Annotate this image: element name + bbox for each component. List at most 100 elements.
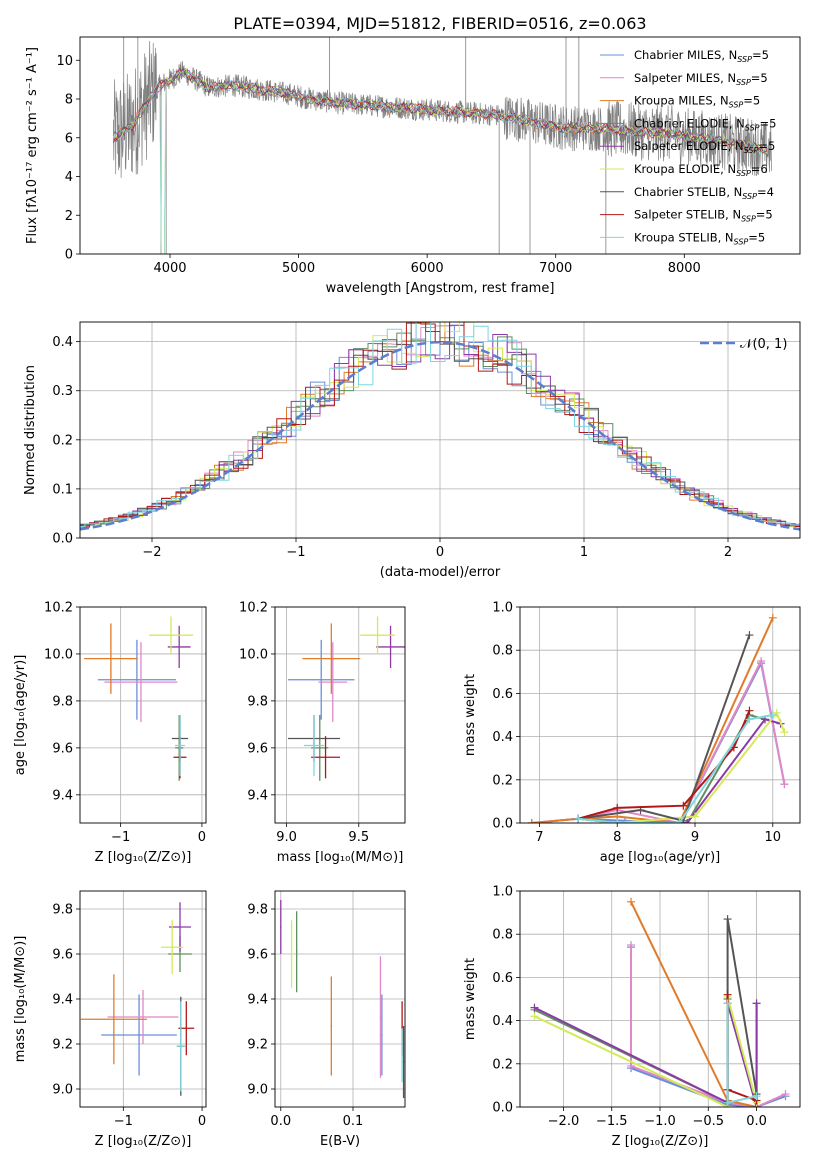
weight_vs_age-series-marker: [768, 613, 777, 622]
mass_vs_Z-errorbar-point: [107, 990, 179, 1044]
residuals-frame: [79, 321, 801, 539]
spectrum-model-line: [113, 67, 768, 156]
weight_vs_Z-ytick-label: 0.2: [492, 1057, 513, 1072]
legend-nssp-value: =5: [756, 208, 773, 222]
legend-model-name: Kroupa MILES, N: [634, 94, 729, 108]
mass_vs_Z-ytick-label: 9.4: [52, 993, 73, 1008]
spectrum-xlabel: wavelength [Angstrom, rest frame]: [326, 281, 555, 296]
legend-nssp-value: =6: [751, 162, 768, 176]
mass_vs_ebv-errorbar-point: [295, 911, 298, 993]
spectrum-ytick-label: 0: [65, 248, 73, 263]
weight_vs_age-series-marker: [675, 819, 684, 823]
mass_vs_Z-frame: [79, 890, 207, 1108]
spectrum-ytick-label: 4: [65, 170, 73, 185]
weight_vs_Z-series-marker: [530, 1003, 539, 1012]
weight_vs_age-ytick-label: 0.2: [492, 773, 513, 788]
weight_vs_age-ytick-label: 1.0: [492, 601, 513, 616]
age_vs_mass-xlabel: mass [log₁₀(M/M⊙)]: [277, 850, 404, 865]
mass_vs_ebv-plot-area: [280, 900, 405, 1098]
weight_vs_age-xlabel: age [log₁₀(age/yr)]: [600, 850, 721, 865]
weight_vs_age-series-marker: [745, 706, 754, 715]
age_vs_Z-ytick-label: 9.8: [52, 694, 73, 709]
spectrum-xtick-label: 8000: [668, 261, 701, 276]
mass_vs_Z-errorbar-point: [176, 1001, 185, 1092]
spectrum-legend: Chabrier MILES, NSSP=5 Salpeter MILES, NS…: [600, 48, 776, 246]
mass_vs_ebv-errorbar-point: [290, 920, 293, 988]
mass_vs_Z-xtick-label: −1: [114, 1114, 133, 1129]
legend-nssp-value: =5: [760, 116, 777, 130]
mass_vs_Z-panel: −1 0 9.0 9.2 9.4 9.6 9.8 Z [log₁₀(Z/Z⊙)] mass [l…: [13, 890, 207, 1149]
age_vs_mass-plot-area: [288, 616, 405, 781]
weight_vs_Z-xtick-label: −1.5: [596, 1114, 628, 1129]
spectrum-frame: [79, 36, 801, 255]
mass_vs_ebv-errorbar-point: [280, 900, 282, 954]
mass_vs_ebv-errorbar-point: [381, 994, 383, 1076]
weight_vs_age-series-line: [578, 634, 751, 822]
mass_vs_Z-errorbar-point: [161, 920, 184, 975]
weight_vs_Z-plot-area: [530, 897, 790, 1107]
weight_vs_Z-series-marker: [752, 999, 761, 1008]
spectrum-ylabel: Flux [fλ10⁻¹⁷ erg cm⁻² s⁻¹ A⁻¹]: [25, 47, 40, 244]
age_vs_mass-ytick-label: 9.6: [247, 741, 268, 756]
weight_vs_age-series-marker: [613, 819, 622, 823]
residuals-ytick-label: 0.2: [52, 433, 73, 448]
weight_vs_age-panel: 7 8 9 10 0.0 0.2 0.4 0.6 0.8 1.0 age [log₁₀(age/yr…: [463, 601, 801, 865]
legend-entry-label: Salpeter MILES, NSSP=5: [634, 71, 768, 87]
spectrum-ytick-label: 6: [65, 131, 73, 146]
legend-entry-label: Chabrier MILES, NSSP=5: [634, 48, 769, 64]
legend-model-name: Chabrier ELODIE, N: [634, 116, 745, 130]
age_vs_mass-errorbar-point: [311, 736, 340, 779]
age_vs_Z-ytick-label: 10.0: [44, 647, 73, 662]
residuals-ytick-label: 0.3: [52, 384, 73, 399]
legend-model-name: Kroupa ELODIE, N: [634, 162, 736, 176]
residual-histogram-step: [80, 322, 800, 527]
residuals-panel: −2 −1 0 1 2 0.0 0.1 0.2 0.3 0.4 (data-model)/error…: [23, 321, 801, 580]
age_vs_mass-ytick-label: 9.8: [247, 694, 268, 709]
weight_vs_age-xtick-label: 8: [613, 830, 621, 845]
weight_vs_Z-ytick-label: 0.4: [492, 1014, 513, 1029]
weight_vs_Z-series-marker: [723, 915, 732, 924]
legend-nssp-value: =5: [758, 139, 775, 153]
residuals-ytick-label: 0.4: [52, 335, 73, 350]
figure-title: PLATE=0394, MJD=51812, FIBERID=0516, z=0…: [233, 14, 646, 33]
age_vs_mass-ytick-label: 10.2: [239, 601, 268, 616]
spectrum-ytick-label: 8: [65, 93, 73, 108]
weight_vs_Z-xlabel: Z [log₁₀(Z/Z⊙)]: [612, 1134, 709, 1149]
weight_vs_Z-xtick-label: −0.5: [692, 1114, 724, 1129]
weight_vs_age-xtick-label: 10: [765, 830, 782, 845]
legend-model-name: Salpeter ELODIE, N: [634, 139, 744, 153]
weight_vs_Z-xtick-label: 0.0: [746, 1114, 767, 1129]
mass_vs_ebv-ytick-label: 9.0: [247, 1083, 268, 1098]
mass_vs_Z-errorbar-point: [80, 974, 147, 1065]
age_vs_mass-ytick-label: 9.4: [247, 788, 268, 803]
normal-legend-label: 𝒩(0, 1): [740, 337, 787, 352]
mass_vs_ebv-xlabel: E(B-V): [320, 1134, 360, 1149]
age_vs_mass-panel: 9.0 9.5 9.4 9.6 9.8 10.0 10.2 mass [log₁₀(M/M⊙)…: [239, 601, 406, 865]
legend-entry-label: Chabrier ELODIE, NSSP=5: [634, 116, 776, 132]
mass_vs_Z-xtick-label: 0: [198, 1114, 206, 1129]
residuals-ytick-label: 0.0: [52, 532, 73, 547]
legend-entry-label: Kroupa MILES, NSSP=5: [634, 94, 760, 110]
age_vs_Z-errorbar-point: [97, 639, 176, 720]
spectrum-model-line: [113, 69, 768, 254]
age_vs_Z-ytick-label: 9.4: [52, 788, 73, 803]
legend-nssp-value: =5: [751, 71, 768, 85]
mass_vs_ebv-frame: [274, 890, 406, 1108]
age_vs_Z-errorbar-point: [175, 715, 184, 781]
age_vs_Z-errorbar-point: [84, 623, 138, 694]
legend-nssp-value: =5: [752, 48, 769, 62]
legend-entry-label: Kroupa ELODIE, NSSP=6: [634, 162, 768, 178]
weight_vs_age-series-marker: [745, 715, 754, 724]
mass_vs_Z-xlabel: Z [log₁₀(Z/Z⊙)]: [95, 1134, 192, 1149]
spectrum-xtick-label: 6000: [411, 261, 444, 276]
weight_vs_Z-xtick-label: −1.0: [644, 1114, 676, 1129]
age_vs_Z-ytick-label: 10.2: [44, 601, 73, 616]
weight_vs_Z-series-marker: [723, 1098, 732, 1107]
weight_vs_age-frame: [519, 606, 801, 824]
mass_vs_ebv-ytick-label: 9.4: [247, 993, 268, 1008]
spectrum-model-line: [113, 69, 768, 154]
age_vs_Z-panel: −1 0 9.4 9.6 9.8 10.0 10.2 Z [log₁₀(Z/Z⊙)] age […: [13, 601, 207, 865]
mass_vs_ebv-xtick-label: 0.0: [270, 1114, 291, 1129]
legend-model-name: Chabrier MILES, N: [634, 48, 737, 62]
